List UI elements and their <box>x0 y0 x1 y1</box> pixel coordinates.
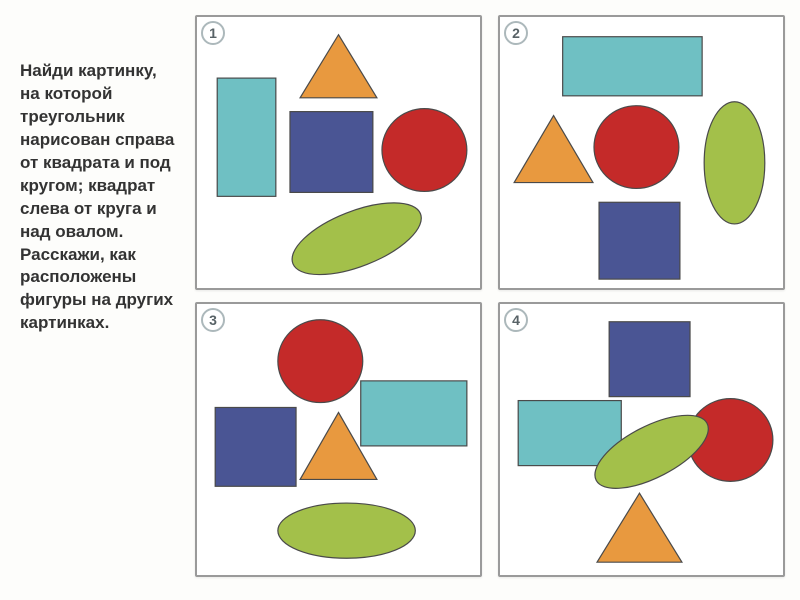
panel-badge: 3 <box>201 308 225 332</box>
ellipse-shape <box>282 188 431 288</box>
rectangle-shape <box>563 37 702 96</box>
panel-2-shapes <box>500 17 783 288</box>
circle-shape <box>278 320 363 403</box>
instruction-text: Найди картинку, на которой треугольник н… <box>20 60 180 335</box>
panel-1: 1 <box>195 15 482 290</box>
square-shape <box>290 112 373 193</box>
triangle-shape <box>514 116 593 183</box>
panel-badge: 4 <box>504 308 528 332</box>
triangle-shape <box>300 412 377 479</box>
rectangle-shape <box>217 78 276 196</box>
panel-grid: 1 2 3 4 <box>195 15 785 577</box>
panel-number: 2 <box>512 25 520 41</box>
circle-shape <box>688 399 773 482</box>
ellipse-shape <box>278 503 415 558</box>
panel-3: 3 <box>195 302 482 577</box>
panel-4: 4 <box>498 302 785 577</box>
ellipse-shape <box>704 102 765 224</box>
panel-1-shapes <box>197 17 480 288</box>
panel-badge: 1 <box>201 21 225 45</box>
rectangle-shape <box>361 381 467 446</box>
panel-number: 1 <box>209 25 217 41</box>
square-shape <box>215 407 296 486</box>
panel-3-shapes <box>197 304 480 575</box>
panel-number: 4 <box>512 312 520 328</box>
rectangle-shape <box>518 401 621 466</box>
panel-2: 2 <box>498 15 785 290</box>
triangle-shape <box>597 493 682 562</box>
ellipse-shape <box>584 401 719 504</box>
square-shape <box>599 202 680 279</box>
circle-shape <box>594 106 679 189</box>
panel-number: 3 <box>209 312 217 328</box>
triangle-shape <box>300 35 377 98</box>
circle-shape <box>382 109 467 192</box>
panel-4-shapes <box>500 304 783 575</box>
panel-badge: 2 <box>504 21 528 45</box>
square-shape <box>609 322 690 397</box>
